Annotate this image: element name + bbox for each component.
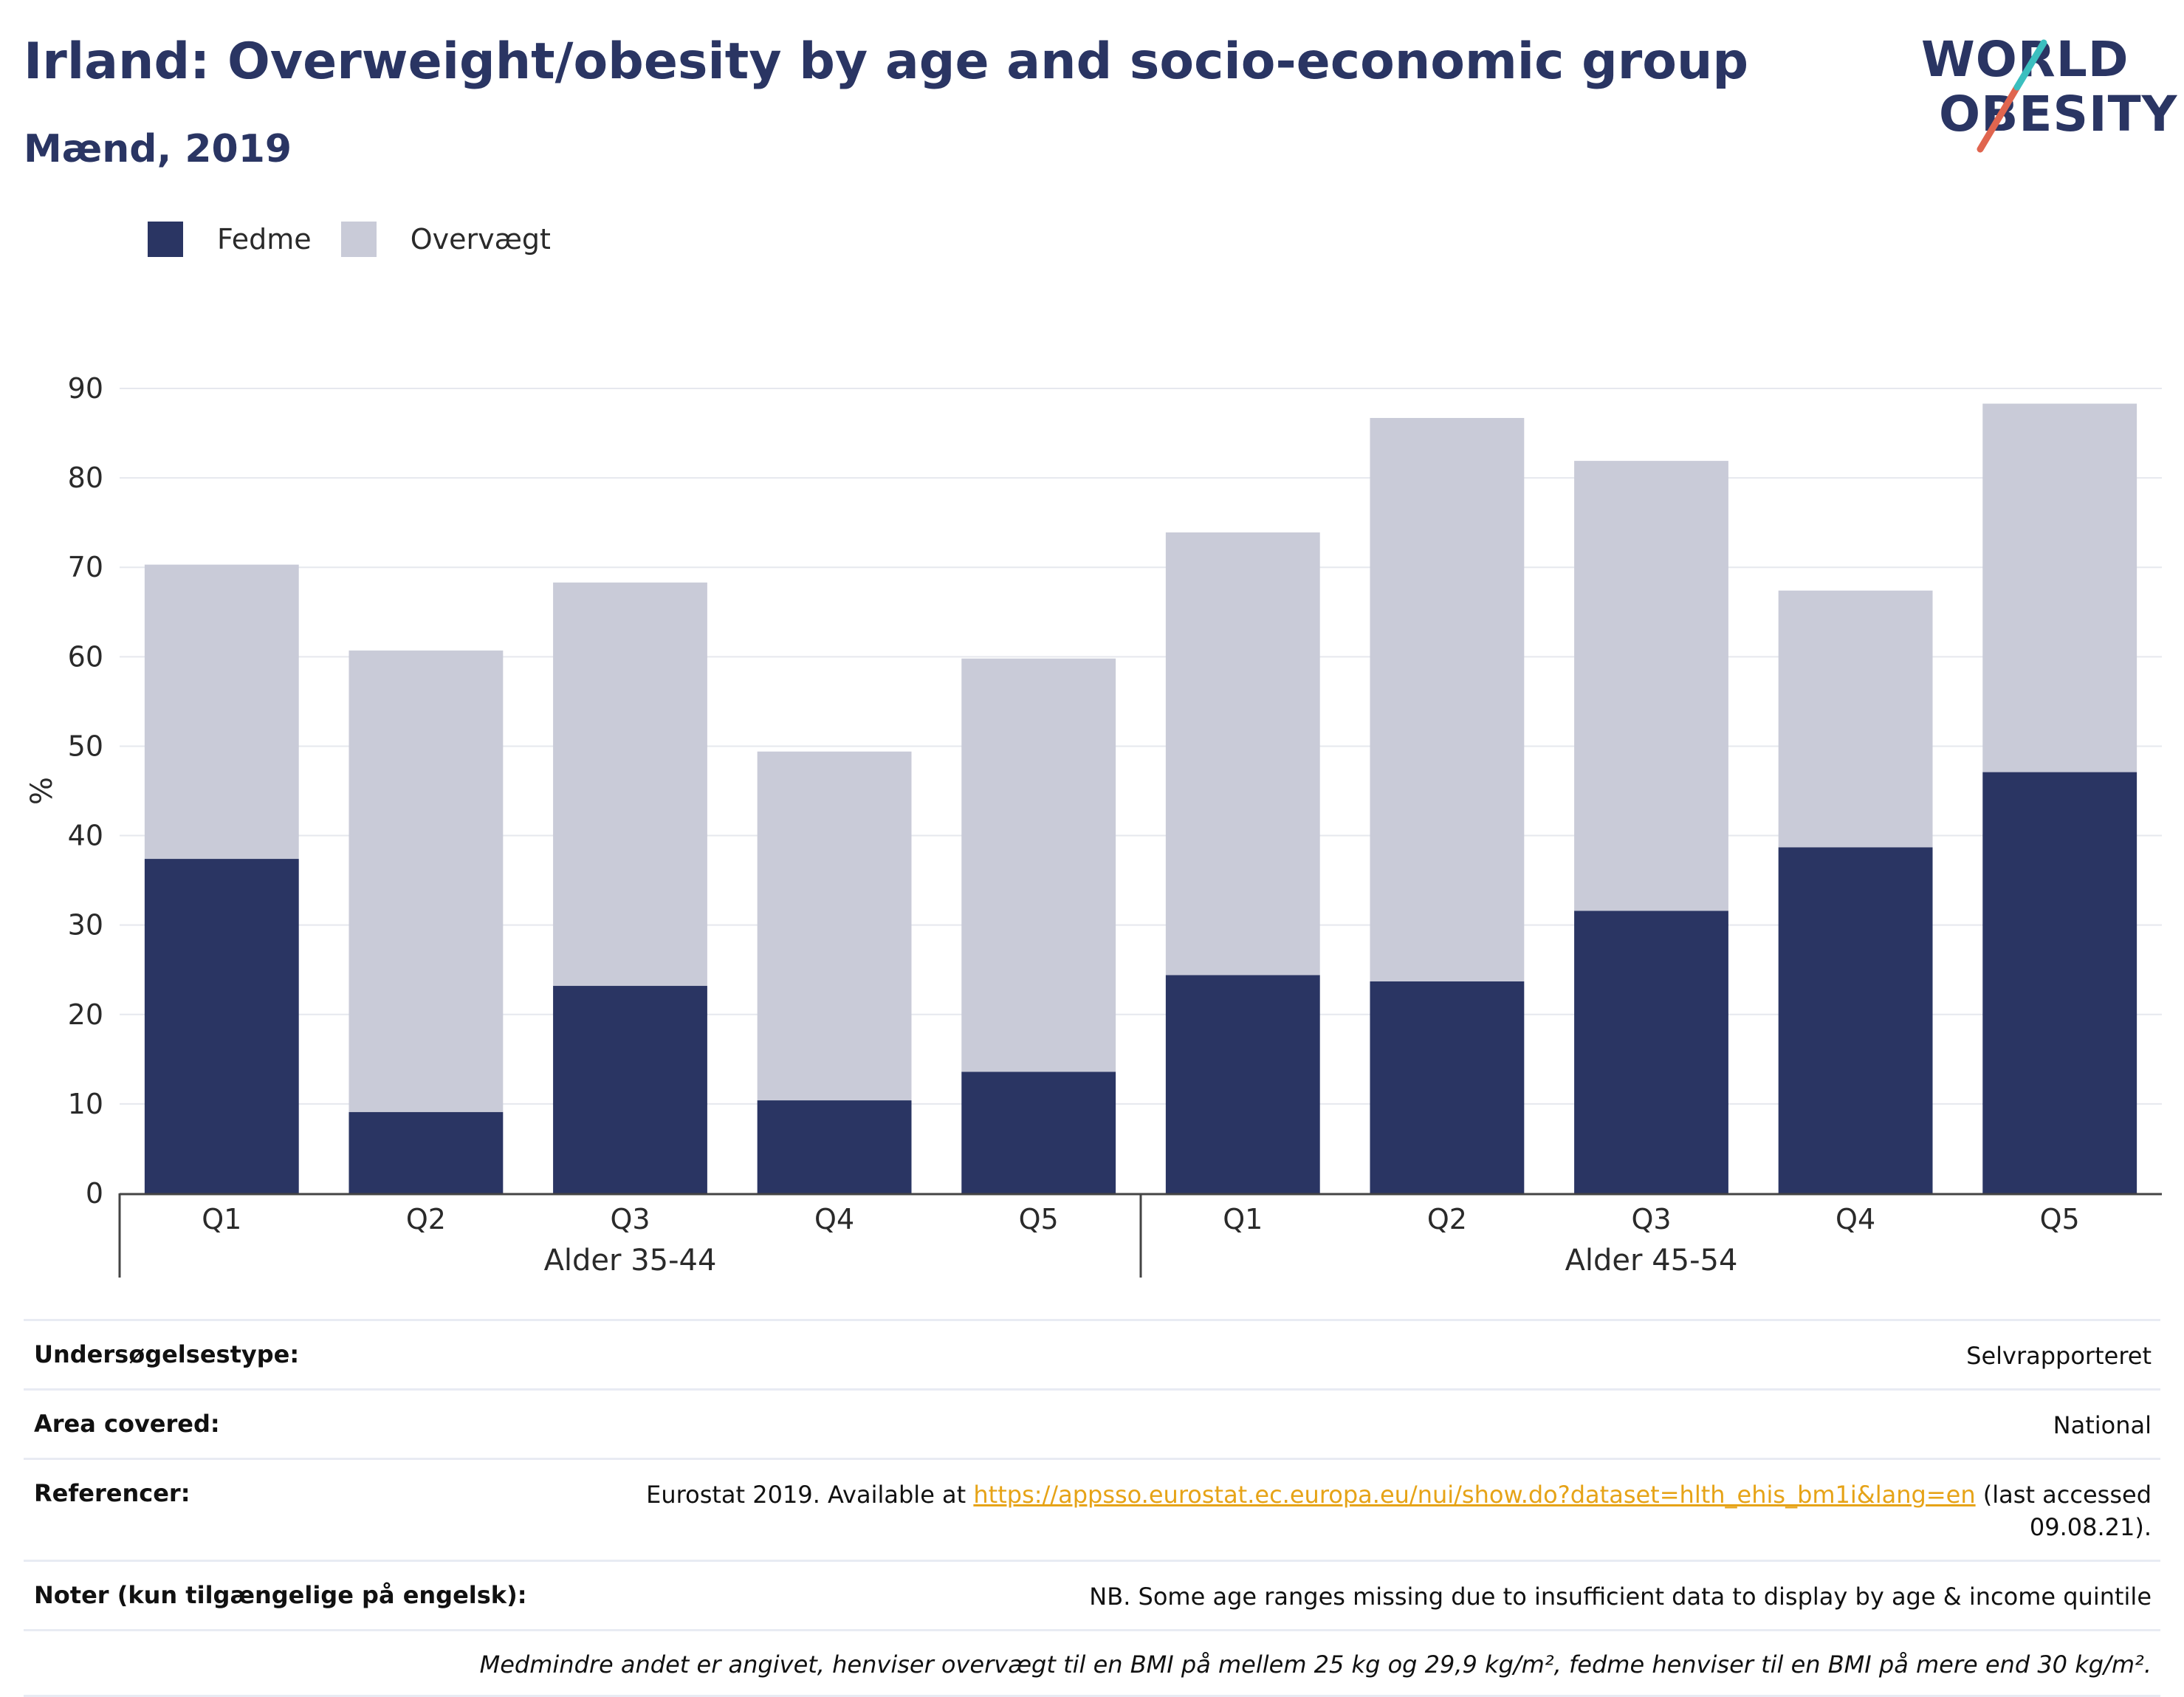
x-group-label: Alder 45-54 (1565, 1244, 1738, 1278)
bar-overvaegt (1165, 532, 1320, 976)
meta-value-area: National (2053, 1411, 2152, 1440)
page-subtitle: Mænd, 2019 (24, 127, 292, 171)
meta-footnote: Medmindre andet er angivet, henviser ove… (479, 1650, 2152, 1679)
bar-fedme (144, 859, 299, 1193)
x-tick-label: Q1 (1223, 1203, 1263, 1235)
reference-prefix: Eurostat 2019. Available at (646, 1481, 974, 1509)
x-tick-label: Q4 (814, 1203, 854, 1235)
x-tick-label: Q1 (202, 1203, 241, 1235)
bar-overvaegt (144, 564, 299, 860)
bar-overvaegt (757, 751, 912, 1101)
bar-fedme (757, 1100, 912, 1193)
meta-row-footnote: Medmindre andet er angivet, henviser ove… (24, 1628, 2160, 1697)
legend-item-overvaegt[interactable]: Overvægt (340, 222, 551, 257)
y-tick-label: 70 (68, 551, 103, 583)
x-group-label: Alder 35-44 (544, 1244, 717, 1278)
meta-row-survey: Undersøgelsestype: Selvrapporteret (24, 1319, 2160, 1388)
chart-legend: Fedme Overvægt (148, 220, 580, 258)
y-tick-label: 30 (68, 909, 103, 942)
y-tick-label: 50 (68, 730, 103, 762)
reference-link[interactable]: https://appsso.eurostat.ec.europa.eu/nui… (973, 1481, 1976, 1509)
logo-slash-icon (1977, 39, 2047, 153)
x-tick-label: Q5 (1019, 1203, 1059, 1235)
world-obesity-logo: WORLD OBESITY (1920, 30, 2177, 155)
meta-label-notes: Noter (kun tilgængelige på engelsk): (34, 1580, 527, 1609)
meta-value-references: Eurostat 2019. Available at https://apps… (527, 1479, 2152, 1543)
bar-fedme (1982, 772, 2137, 1193)
y-tick-label: 20 (68, 998, 103, 1031)
x-tick-label: Q4 (1836, 1203, 1875, 1235)
bar-fedme (348, 1111, 504, 1193)
meta-label-area: Area covered: (34, 1410, 220, 1439)
y-tick-label: 10 (68, 1088, 103, 1120)
x-tick-label: Q3 (610, 1203, 650, 1235)
bar-overvaegt (348, 650, 504, 1112)
bar-overvaegt (1778, 590, 1933, 848)
x-tick-label: Q2 (406, 1203, 446, 1235)
legend-swatch-overvaegt (340, 222, 377, 257)
y-tick-label: 90 (68, 372, 103, 405)
reference-suffix: (last accessed 09.08.21). (1975, 1481, 2152, 1541)
y-tick-label: 40 (68, 820, 103, 852)
page-title: Irland: Overweight/obesity by age and so… (24, 32, 1749, 91)
metadata-table: Undersøgelsestype: Selvrapporteret Area … (24, 1319, 2160, 1697)
x-tick-label: Q2 (1427, 1203, 1467, 1235)
meta-row-references: Referencer: Eurostat 2019. Available at … (24, 1458, 2160, 1559)
x-tick-label: Q3 (1631, 1203, 1671, 1235)
meta-label-references: Referencer: (34, 1479, 190, 1508)
bar-overvaegt (1982, 403, 2137, 772)
legend-item-fedme[interactable]: Fedme (148, 222, 312, 257)
bar-fedme (961, 1072, 1116, 1193)
x-tick-label: Q5 (2040, 1203, 2080, 1235)
bar-overvaegt (1574, 461, 1728, 911)
y-tick-label: 0 (86, 1177, 103, 1210)
bar-overvaegt (1370, 417, 1525, 981)
y-tick-label: 60 (68, 640, 103, 673)
meta-value-notes: NB. Some age ranges missing due to insuf… (1089, 1582, 2152, 1611)
meta-label-survey: Undersøgelsestype: (34, 1340, 300, 1368)
legend-label-overvaegt: Overvægt (410, 223, 551, 256)
stacked-bar-chart: 0 10 20 30 40 50 60 70 80 90% Q1 Q2 Q3 Q4 Q5 Q1 Q2 Q3 Q4 Q5… (25, 372, 2162, 1278)
logo-word-obesity: OBESITY (1939, 86, 2178, 143)
bar-fedme (1778, 847, 1933, 1193)
y-tick-label: 80 (68, 462, 103, 494)
bar-overvaegt (553, 582, 707, 987)
bar-fedme (1574, 911, 1728, 1193)
meta-value-survey: Selvrapporteret (1966, 1342, 2152, 1370)
legend-label-fedme: Fedme (217, 223, 312, 256)
meta-row-area: Area covered: National (24, 1388, 2160, 1458)
legend-swatch-fedme (148, 222, 183, 257)
y-axis-label: % (25, 777, 59, 805)
bar-fedme (1370, 981, 1525, 1193)
bar-overvaegt (961, 658, 1116, 1072)
meta-row-notes: Noter (kun tilgængelige på engelsk): NB.… (24, 1559, 2160, 1629)
bar-fedme (553, 986, 707, 1193)
bar-fedme (1165, 975, 1320, 1193)
